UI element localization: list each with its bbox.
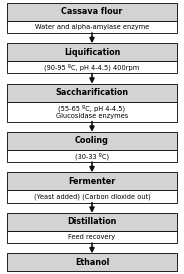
Text: Saccharification: Saccharification [55,88,129,97]
Bar [7,231,177,243]
Text: (30-33 ºC): (30-33 ºC) [75,152,109,160]
Bar [7,172,177,190]
Text: (90-95 ºC, pH 4-4.5) 400rpm: (90-95 ºC, pH 4-4.5) 400rpm [44,64,140,71]
Text: Fermenter: Fermenter [68,177,116,186]
Bar [7,61,177,73]
Text: Feed recovery: Feed recovery [68,234,116,240]
Bar [7,3,177,21]
Bar [7,213,177,231]
Text: Distillation: Distillation [67,217,117,226]
Bar [7,132,177,150]
Text: Ethanol: Ethanol [75,258,109,267]
Text: Cassava flour: Cassava flour [61,7,123,16]
Bar [7,43,177,61]
Text: (55-65 ºC, pH 4-4.5)
Glucosidase enzymes: (55-65 ºC, pH 4-4.5) Glucosidase enzymes [56,104,128,119]
Text: Liquification: Liquification [64,48,120,57]
Bar [7,150,177,162]
Bar [7,102,177,122]
Bar [7,84,177,102]
Bar [7,253,177,271]
Text: (Yeast added) (Carbon dioxide out): (Yeast added) (Carbon dioxide out) [34,193,150,200]
Text: Cooling: Cooling [75,136,109,145]
Text: Water and alpha-amylase enzyme: Water and alpha-amylase enzyme [35,24,149,30]
Bar [7,21,177,33]
Bar [7,190,177,202]
